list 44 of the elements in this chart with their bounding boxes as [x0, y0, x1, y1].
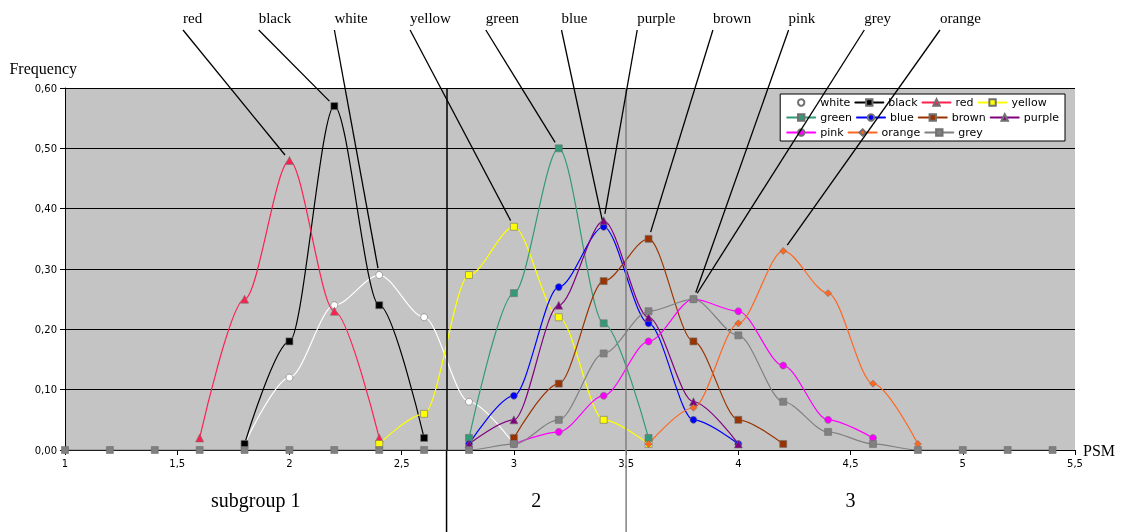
- y-tick-label: 0,60: [34, 82, 57, 94]
- text: purple: [637, 9, 676, 26]
- y-tick-label: 0,10: [34, 384, 57, 396]
- text: red: [183, 9, 203, 26]
- x-tick-label: 1: [61, 457, 69, 469]
- text: green: [485, 9, 520, 26]
- y-tick-label: 0,30: [34, 263, 57, 275]
- text: grey: [864, 9, 891, 26]
- text: black: [258, 9, 292, 26]
- y-tick-label: 0,40: [34, 203, 57, 215]
- legend-label: pink: [820, 126, 845, 139]
- legend-label: white: [820, 96, 851, 109]
- x-tick-label: 1,5: [169, 457, 186, 469]
- x-tick-label: 2: [286, 457, 293, 469]
- x-tick-label: 4,5: [842, 457, 859, 469]
- text: brown: [712, 9, 752, 26]
- text: blue: [561, 9, 588, 26]
- legend-label: black: [888, 96, 919, 109]
- text: subgroup 1: [211, 489, 301, 512]
- x-axis-title: PSM: [1083, 441, 1116, 459]
- legend-label: yellow: [1011, 96, 1047, 109]
- legend-label: orange: [881, 126, 921, 139]
- text: orange: [940, 9, 981, 26]
- legend-label: red: [955, 96, 974, 109]
- text: white: [334, 9, 368, 26]
- x-tick-label: 5,5: [1067, 457, 1083, 469]
- text: 3: [845, 489, 856, 511]
- y-axis-title: Frequency: [9, 59, 77, 78]
- x-tick-label: 4: [735, 457, 742, 469]
- y-tick-label: 0,50: [34, 142, 57, 154]
- x-tick-label: 5: [959, 457, 966, 469]
- text: yellow: [410, 9, 451, 26]
- x-tick-label: 3,5: [618, 457, 635, 469]
- y-tick-label: 0,00: [34, 444, 57, 456]
- legend-label: purple: [1023, 111, 1060, 124]
- legend-label: brown: [951, 111, 986, 124]
- legend-label: green: [820, 111, 853, 124]
- text: pink: [788, 9, 816, 26]
- legend-label: grey: [958, 126, 984, 139]
- legend-label: blue: [889, 111, 914, 124]
- x-tick-label: 3: [510, 457, 518, 469]
- y-tick-label: 0,20: [34, 323, 57, 335]
- x-tick-label: 2,5: [393, 457, 410, 469]
- text: 2: [531, 489, 542, 511]
